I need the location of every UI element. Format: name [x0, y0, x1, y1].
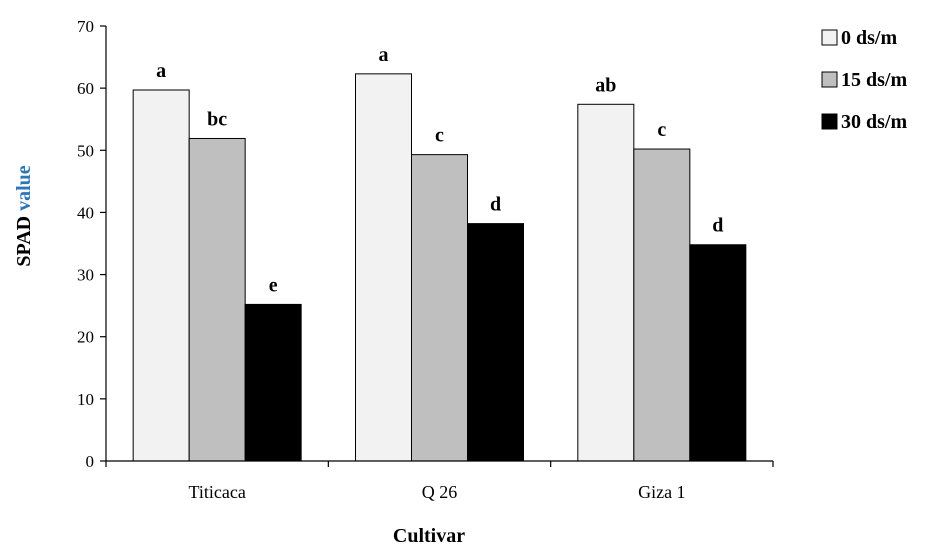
significance-label: d: [490, 194, 501, 216]
y-axis-title-part2: value: [13, 165, 35, 211]
significance-label: c: [435, 125, 444, 147]
y-tick-label: 20: [77, 328, 94, 347]
legend-label: 0 ds/m: [841, 27, 897, 49]
y-axis-title: SPAD value: [13, 165, 35, 266]
y-tick-label: 0: [86, 452, 95, 471]
bar: [633, 148, 691, 462]
y-tick-label: 10: [77, 390, 94, 409]
significance-label: c: [657, 119, 666, 141]
bar: [577, 103, 635, 462]
legend-label: 15 ds/m: [841, 69, 907, 91]
x-axis-title: Cultivar: [393, 525, 465, 547]
y-tick-label: 60: [77, 79, 94, 98]
y-axis-ticks: 0 10 20 30 40 50 60 70: [77, 17, 106, 471]
legend-swatch: [821, 29, 838, 46]
significance-label: ab: [595, 74, 616, 96]
significance-label: bc: [207, 108, 227, 130]
bar: [244, 303, 302, 462]
y-tick-label: 50: [77, 141, 94, 160]
legend-swatch: [821, 113, 838, 130]
significance-label: e: [269, 274, 278, 296]
y-axis-title-part1: SPAD: [13, 216, 35, 267]
bar: [355, 73, 412, 462]
bar: [467, 223, 524, 462]
category-label: Titicaca: [189, 482, 246, 502]
significance-label: a: [156, 60, 166, 82]
bar: [188, 137, 246, 462]
category-label: Q 26: [422, 482, 458, 502]
category-label: Giza 1: [638, 482, 685, 502]
category-labels: Titicaca Q 26 Giza 1: [189, 482, 686, 502]
bars: [132, 73, 747, 462]
bar: [132, 89, 190, 462]
bar: [411, 154, 468, 462]
legend: 0 ds/m 15 ds/m 30 ds/m: [821, 27, 907, 133]
legend-swatch: [821, 71, 838, 88]
legend-label: 30 ds/m: [841, 111, 907, 133]
significance-label: d: [712, 215, 723, 237]
y-tick-label: 30: [77, 266, 94, 285]
y-tick-label: 70: [77, 17, 94, 36]
x-axis-ticks: [105, 461, 774, 467]
y-tick-label: 40: [77, 203, 94, 222]
bar: [689, 244, 747, 462]
significance-label: a: [379, 44, 389, 66]
